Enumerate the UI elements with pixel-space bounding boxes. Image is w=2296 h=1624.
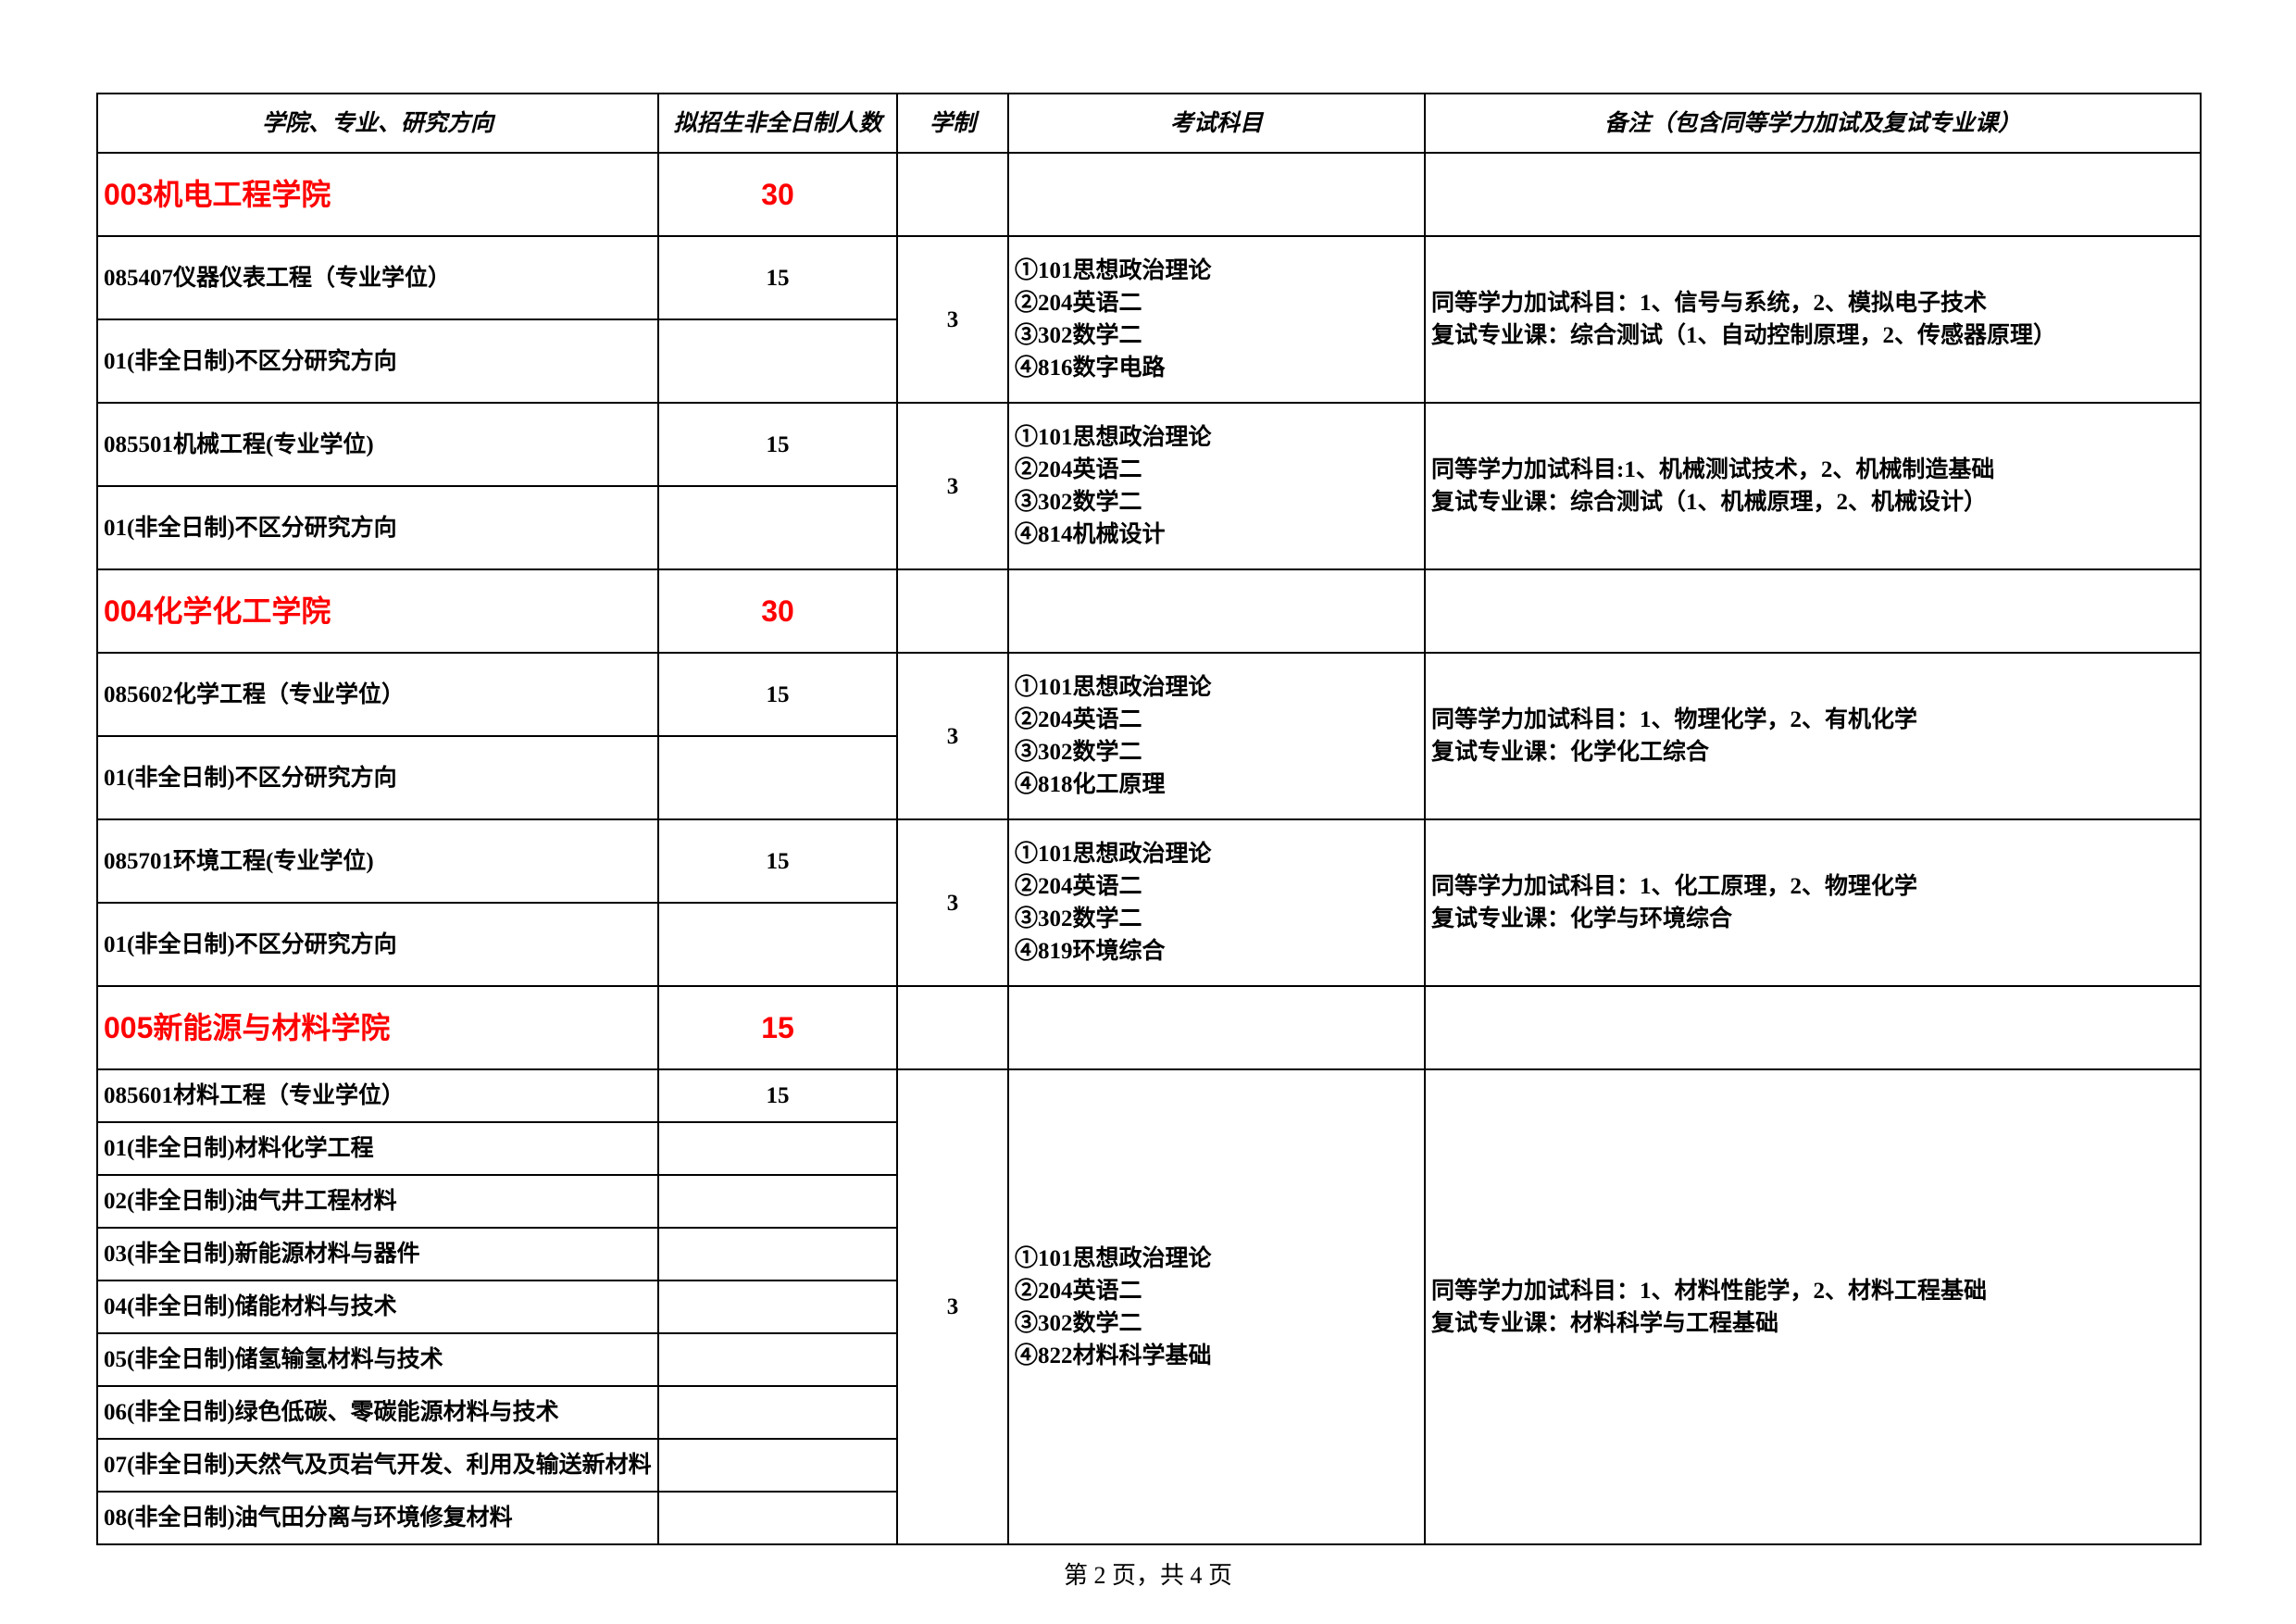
empty-cell <box>658 1228 897 1280</box>
college-name: 003机电工程学院 <box>97 153 658 236</box>
program-title: 085501机械工程(专业学位) <box>97 403 658 486</box>
program-note: 同等学力加试科目：1、物理化学，2、有机化学复试专业课：化学化工综合 <box>1425 653 2201 819</box>
table-header-row: 学院、专业、研究方向 拟招生非全日制人数 学制 考试科目 备注（包含同等学力加试… <box>97 94 2201 153</box>
header-count: 拟招生非全日制人数 <box>658 94 897 153</box>
program-exam: ①101思想政治理论②204英语二③302数学二④814机械设计 <box>1008 403 1425 569</box>
college-count: 30 <box>658 153 897 236</box>
empty-cell <box>1425 569 2201 653</box>
direction-name: 01(非全日制)不区分研究方向 <box>97 319 658 403</box>
program-note: 同等学力加试科目：1、化工原理，2、物理化学复试专业课：化学与环境综合 <box>1425 819 2201 986</box>
program-exam: ①101思想政治理论②204英语二③302数学二④822材料科学基础 <box>1008 1069 1425 1544</box>
empty-cell <box>658 486 897 569</box>
college-row: 005新能源与材料学院15 <box>97 986 2201 1069</box>
program-row: 085407仪器仪表工程（专业学位）153①101思想政治理论②204英语二③3… <box>97 236 2201 319</box>
program-title: 085701环境工程(专业学位) <box>97 819 658 903</box>
page-footer: 第 2 页，共 4 页 <box>0 1556 2296 1591</box>
direction-name: 08(非全日制)油气田分离与环境修复材料 <box>97 1492 658 1544</box>
college-count: 30 <box>658 569 897 653</box>
direction-name: 02(非全日制)油气井工程材料 <box>97 1175 658 1228</box>
program-exam: ①101思想政治理论②204英语二③302数学二④816数字电路 <box>1008 236 1425 403</box>
program-note: 同等学力加试科目：1、材料性能学，2、材料工程基础复试专业课：材料科学与工程基础 <box>1425 1069 2201 1544</box>
empty-cell <box>658 1439 897 1492</box>
program-exam: ①101思想政治理论②204英语二③302数学二④818化工原理 <box>1008 653 1425 819</box>
program-title: 085601材料工程（专业学位） <box>97 1069 658 1122</box>
program-count: 15 <box>658 819 897 903</box>
college-name: 005新能源与材料学院 <box>97 986 658 1069</box>
college-row: 004化学化工学院30 <box>97 569 2201 653</box>
program-count: 15 <box>658 236 897 319</box>
program-row: 085602化学工程（专业学位）153①101思想政治理论②204英语二③302… <box>97 653 2201 736</box>
program-duration: 3 <box>897 403 1008 569</box>
direction-name: 01(非全日制)不区分研究方向 <box>97 736 658 819</box>
empty-cell <box>658 319 897 403</box>
empty-cell <box>658 903 897 986</box>
program-row: 085501机械工程(专业学位)153①101思想政治理论②204英语二③302… <box>97 403 2201 486</box>
college-row: 003机电工程学院30 <box>97 153 2201 236</box>
direction-name: 03(非全日制)新能源材料与器件 <box>97 1228 658 1280</box>
direction-name: 04(非全日制)储能材料与技术 <box>97 1280 658 1333</box>
program-note: 同等学力加试科目:1、机械测试技术，2、机械制造基础复试专业课：综合测试（1、机… <box>1425 403 2201 569</box>
empty-cell <box>658 1280 897 1333</box>
direction-name: 01(非全日制)材料化学工程 <box>97 1122 658 1175</box>
program-title: 085602化学工程（专业学位） <box>97 653 658 736</box>
admissions-table: 学院、专业、研究方向 拟招生非全日制人数 学制 考试科目 备注（包含同等学力加试… <box>96 93 2202 1545</box>
program-duration: 3 <box>897 653 1008 819</box>
empty-cell <box>897 569 1008 653</box>
empty-cell <box>658 1492 897 1544</box>
empty-cell <box>897 153 1008 236</box>
program-count: 15 <box>658 653 897 736</box>
direction-name: 01(非全日制)不区分研究方向 <box>97 486 658 569</box>
empty-cell <box>658 1386 897 1439</box>
empty-cell <box>658 736 897 819</box>
college-count: 15 <box>658 986 897 1069</box>
college-name: 004化学化工学院 <box>97 569 658 653</box>
direction-name: 05(非全日制)储氢输氢材料与技术 <box>97 1333 658 1386</box>
program-row: 085701环境工程(专业学位)153①101思想政治理论②204英语二③302… <box>97 819 2201 903</box>
program-duration: 3 <box>897 1069 1008 1544</box>
program-duration: 3 <box>897 819 1008 986</box>
header-college: 学院、专业、研究方向 <box>97 94 658 153</box>
program-count: 15 <box>658 1069 897 1122</box>
direction-name: 01(非全日制)不区分研究方向 <box>97 903 658 986</box>
empty-cell <box>1008 153 1425 236</box>
empty-cell <box>1008 569 1425 653</box>
program-exam: ①101思想政治理论②204英语二③302数学二④819环境综合 <box>1008 819 1425 986</box>
program-duration: 3 <box>897 236 1008 403</box>
program-count: 15 <box>658 403 897 486</box>
empty-cell <box>897 986 1008 1069</box>
program-note: 同等学力加试科目：1、信号与系统，2、模拟电子技术复试专业课：综合测试（1、自动… <box>1425 236 2201 403</box>
program-row: 085601材料工程（专业学位）153①101思想政治理论②204英语二③302… <box>97 1069 2201 1122</box>
direction-name: 07(非全日制)天然气及页岩气开发、利用及输送新材料 <box>97 1439 658 1492</box>
header-exam: 考试科目 <box>1008 94 1425 153</box>
empty-cell <box>658 1333 897 1386</box>
direction-name: 06(非全日制)绿色低碳、零碳能源材料与技术 <box>97 1386 658 1439</box>
header-duration: 学制 <box>897 94 1008 153</box>
empty-cell <box>658 1122 897 1175</box>
header-note: 备注（包含同等学力加试及复试专业课） <box>1425 94 2201 153</box>
empty-cell <box>1425 153 2201 236</box>
program-title: 085407仪器仪表工程（专业学位） <box>97 236 658 319</box>
empty-cell <box>1008 986 1425 1069</box>
empty-cell <box>658 1175 897 1228</box>
empty-cell <box>1425 986 2201 1069</box>
